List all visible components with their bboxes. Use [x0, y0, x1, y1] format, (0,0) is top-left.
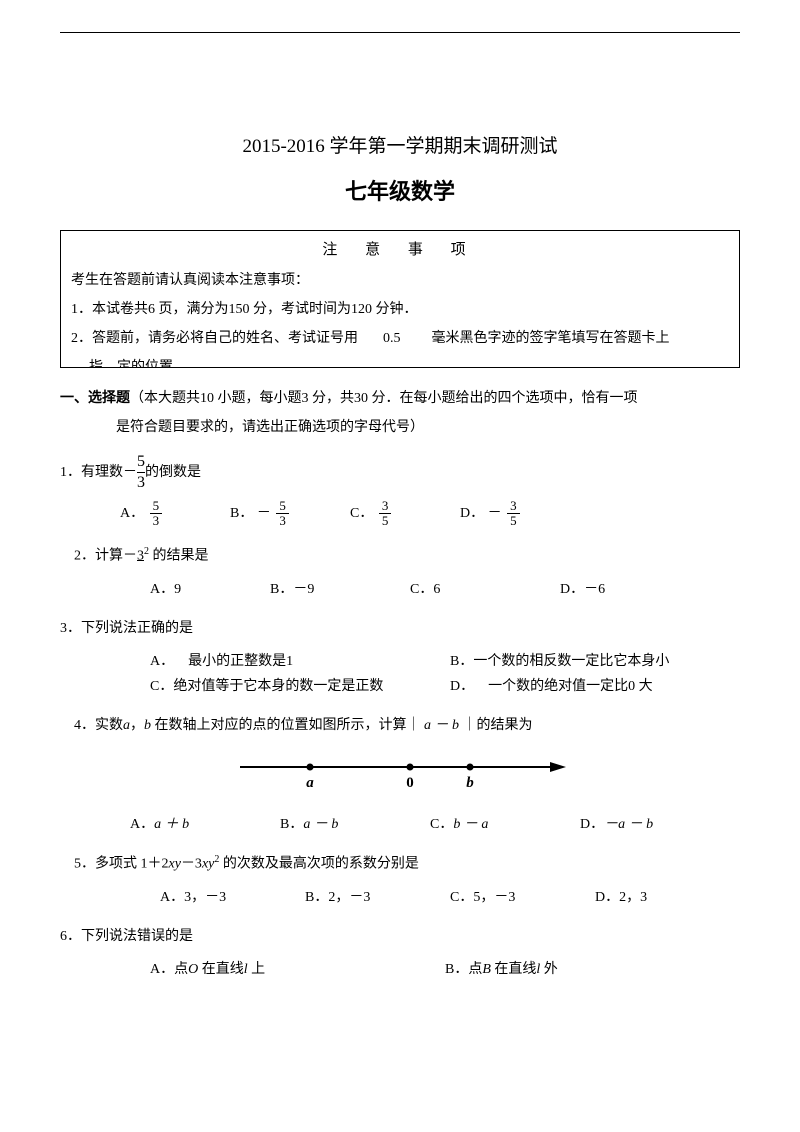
q1-optC-frac: 35 [379, 499, 392, 529]
notice-item-2: 2．答题前，请务必将自己的姓名、考试证号用 0.5 毫米黑色字迹的签字笔填写在答… [71, 326, 729, 351]
q2-opt-d: D．－6 [560, 577, 710, 602]
notice-box: 注 意 事 项 考生在答题前请认真阅读本注意事项： 1．本试卷共6 页，满分为1… [60, 230, 740, 368]
page-top-rule [60, 32, 740, 33]
section-1-bold: 一、选择题 [60, 391, 130, 406]
q1-optC-den: 5 [379, 514, 392, 528]
q1-optD-num: 3 [507, 499, 520, 514]
q1-opt-d: D． － 35 [460, 499, 522, 529]
q4-expr: a － b [421, 718, 463, 733]
q5-stem-a: 5．多项式 1＋2 [74, 857, 169, 872]
q4-b: b [144, 718, 151, 733]
q1-fraction: 5 3 [137, 454, 145, 491]
q5-mid: －3 [181, 857, 202, 872]
q5-xy2: xy [202, 857, 214, 872]
q4-stem-c: ｜的结果为 [463, 718, 533, 733]
numberline-svg: a 0 b [230, 753, 570, 793]
q4-stem-a: 4．实数 [74, 718, 123, 733]
q2-opt-b: B．－9 [270, 577, 410, 602]
q1-stem-a: 1．有理数－ [60, 460, 137, 485]
notice-item-1: 1．本试卷共6 页，满分为150 分，考试时间为120 分钟． [71, 297, 729, 322]
q1-optC-label: C． [350, 506, 373, 521]
q1-optA-den: 3 [150, 514, 163, 528]
q3-opt-b: B．一个数的相反数一定比它本身小 [450, 649, 669, 674]
q1-frac-line [137, 472, 145, 473]
section-1-rest: （本大题共10 小题，每小题3 分，共30 分．在每小题给出的四个选项中，恰有一… [130, 391, 638, 406]
question-3: 3．下列说法正确的是 [60, 616, 740, 641]
q4-opt-d: D．－a － b [580, 812, 730, 837]
q4-options: A．a ＋ b B．a － b C．b － a D．－a － b [60, 812, 740, 837]
q1-optB-num: 5 [276, 499, 289, 514]
exam-title-line1: 2015-2016 学年第一学期期末调研测试 [60, 130, 740, 164]
q4-opt-c: C．b － a [430, 812, 580, 837]
section-1-sub: 是符合题目要求的，请选出正确选项的字母代号） [60, 415, 740, 440]
q1-opt-a: A． 53 [120, 499, 230, 529]
q1-opt-b: B． － 53 [230, 499, 350, 529]
q4-a: a [123, 718, 130, 733]
q4-opt-b: B．a － b [280, 812, 430, 837]
q4-stem-b: 在数轴上对应的点的位置如图所示，计算｜ [151, 718, 421, 733]
q4-comma: ， [130, 718, 144, 733]
q2-base: 3 [137, 548, 144, 563]
q4-numberline: a 0 b [60, 753, 740, 802]
q1-optB-den: 3 [276, 514, 289, 528]
q5-xy1: xy [169, 857, 181, 872]
q5-tail: 的次数及最高次项的系数分别是 [219, 857, 419, 872]
notice-2a: 2．答题前，请务必将自己的姓名、考试证号用 [71, 331, 358, 346]
q1-optB-sign: － [257, 506, 271, 521]
question-4: 4．实数a，b 在数轴上对应的点的位置如图所示，计算｜ a － b ｜的结果为 [60, 713, 740, 738]
notice-2c: 毫米黑色字迹的签字笔填写在答题卡上 [432, 331, 670, 346]
q6-opt-a: A．点O 在直线l 上 [150, 957, 445, 982]
notice-intro: 考生在答题前请认真阅读本注意事项： [71, 268, 729, 293]
q1-optD-frac: 35 [507, 499, 520, 529]
notice-item-2d: 指 定的位置． [71, 355, 729, 367]
q6-options: A．点O 在直线l 上 B．点B 在直线l 外 [60, 957, 740, 982]
q6-opt-b: B．点B 在直线l 外 [445, 957, 740, 982]
q1-optC-num: 3 [379, 499, 392, 514]
nl-label-a: a [306, 775, 314, 791]
q1-opt-c: C． 35 [350, 499, 460, 529]
q1-optD-den: 5 [507, 514, 520, 528]
q2-stem: 2．计算－ [74, 548, 137, 563]
nl-label-0: 0 [406, 775, 414, 791]
q1-frac-den: 3 [137, 475, 145, 491]
q2-options: A．9 B．－9 C．6 D．－6 [60, 577, 740, 602]
q1-optB-frac: 53 [276, 499, 289, 529]
q1-frac-num: 5 [137, 454, 145, 470]
q1-options: A． 53 B． － 53 C． 35 D． － 35 [60, 499, 740, 529]
q3-options: A． 最小的正整数是1 B．一个数的相反数一定比它本身小 C．绝对值等于它本身的… [60, 649, 740, 699]
q3-opt-a: A． 最小的正整数是1 [150, 649, 450, 674]
q1-optA-frac: 53 [150, 499, 163, 529]
q5-opt-a: A．3，－3 [160, 885, 305, 910]
q2-tail: 的结果是 [149, 548, 209, 563]
q1-optB-label: B． [230, 506, 253, 521]
nl-label-b: b [466, 775, 474, 791]
q1-stem-b: 的倒数是 [145, 460, 201, 485]
q5-opt-b: B．2，－3 [305, 885, 450, 910]
question-1: 1．有理数－ 5 3 的倒数是 [60, 454, 740, 491]
q5-options: A．3，－3 B．2，－3 C．5，－3 D．2，3 [60, 885, 740, 910]
q3-opt-c: C．绝对值等于它本身的数一定是正数 [150, 674, 450, 699]
question-6: 6．下列说法错误的是 [60, 924, 740, 949]
q4-opt-a: A．a ＋ b [130, 812, 280, 837]
q2-opt-a: A．9 [150, 577, 270, 602]
q5-opt-d: D．2，3 [595, 885, 740, 910]
q5-opt-c: C．5，－3 [450, 885, 595, 910]
section-1-heading: 一、选择题（本大题共10 小题，每小题3 分，共30 分．在每小题给出的四个选项… [60, 386, 740, 411]
q3-opt-d: D． 一个数的绝对值一定比0 大 [450, 674, 653, 699]
q1-optA-num: 5 [150, 499, 163, 514]
q1-optD-sign: － [488, 506, 502, 521]
q1-optD-label: D． [460, 506, 484, 521]
notice-heading: 注 意 事 项 [71, 237, 729, 264]
question-5: 5．多项式 1＋2xy－3xy2 的次数及最高次项的系数分别是 [60, 851, 740, 877]
question-2: 2．计算－32 的结果是 [60, 543, 740, 569]
exam-title-line2: 七年级数学 [60, 172, 740, 212]
q1-optA-label: A． [120, 506, 144, 521]
notice-2b: 0.5 [383, 331, 401, 346]
q2-opt-c: C．6 [410, 577, 560, 602]
